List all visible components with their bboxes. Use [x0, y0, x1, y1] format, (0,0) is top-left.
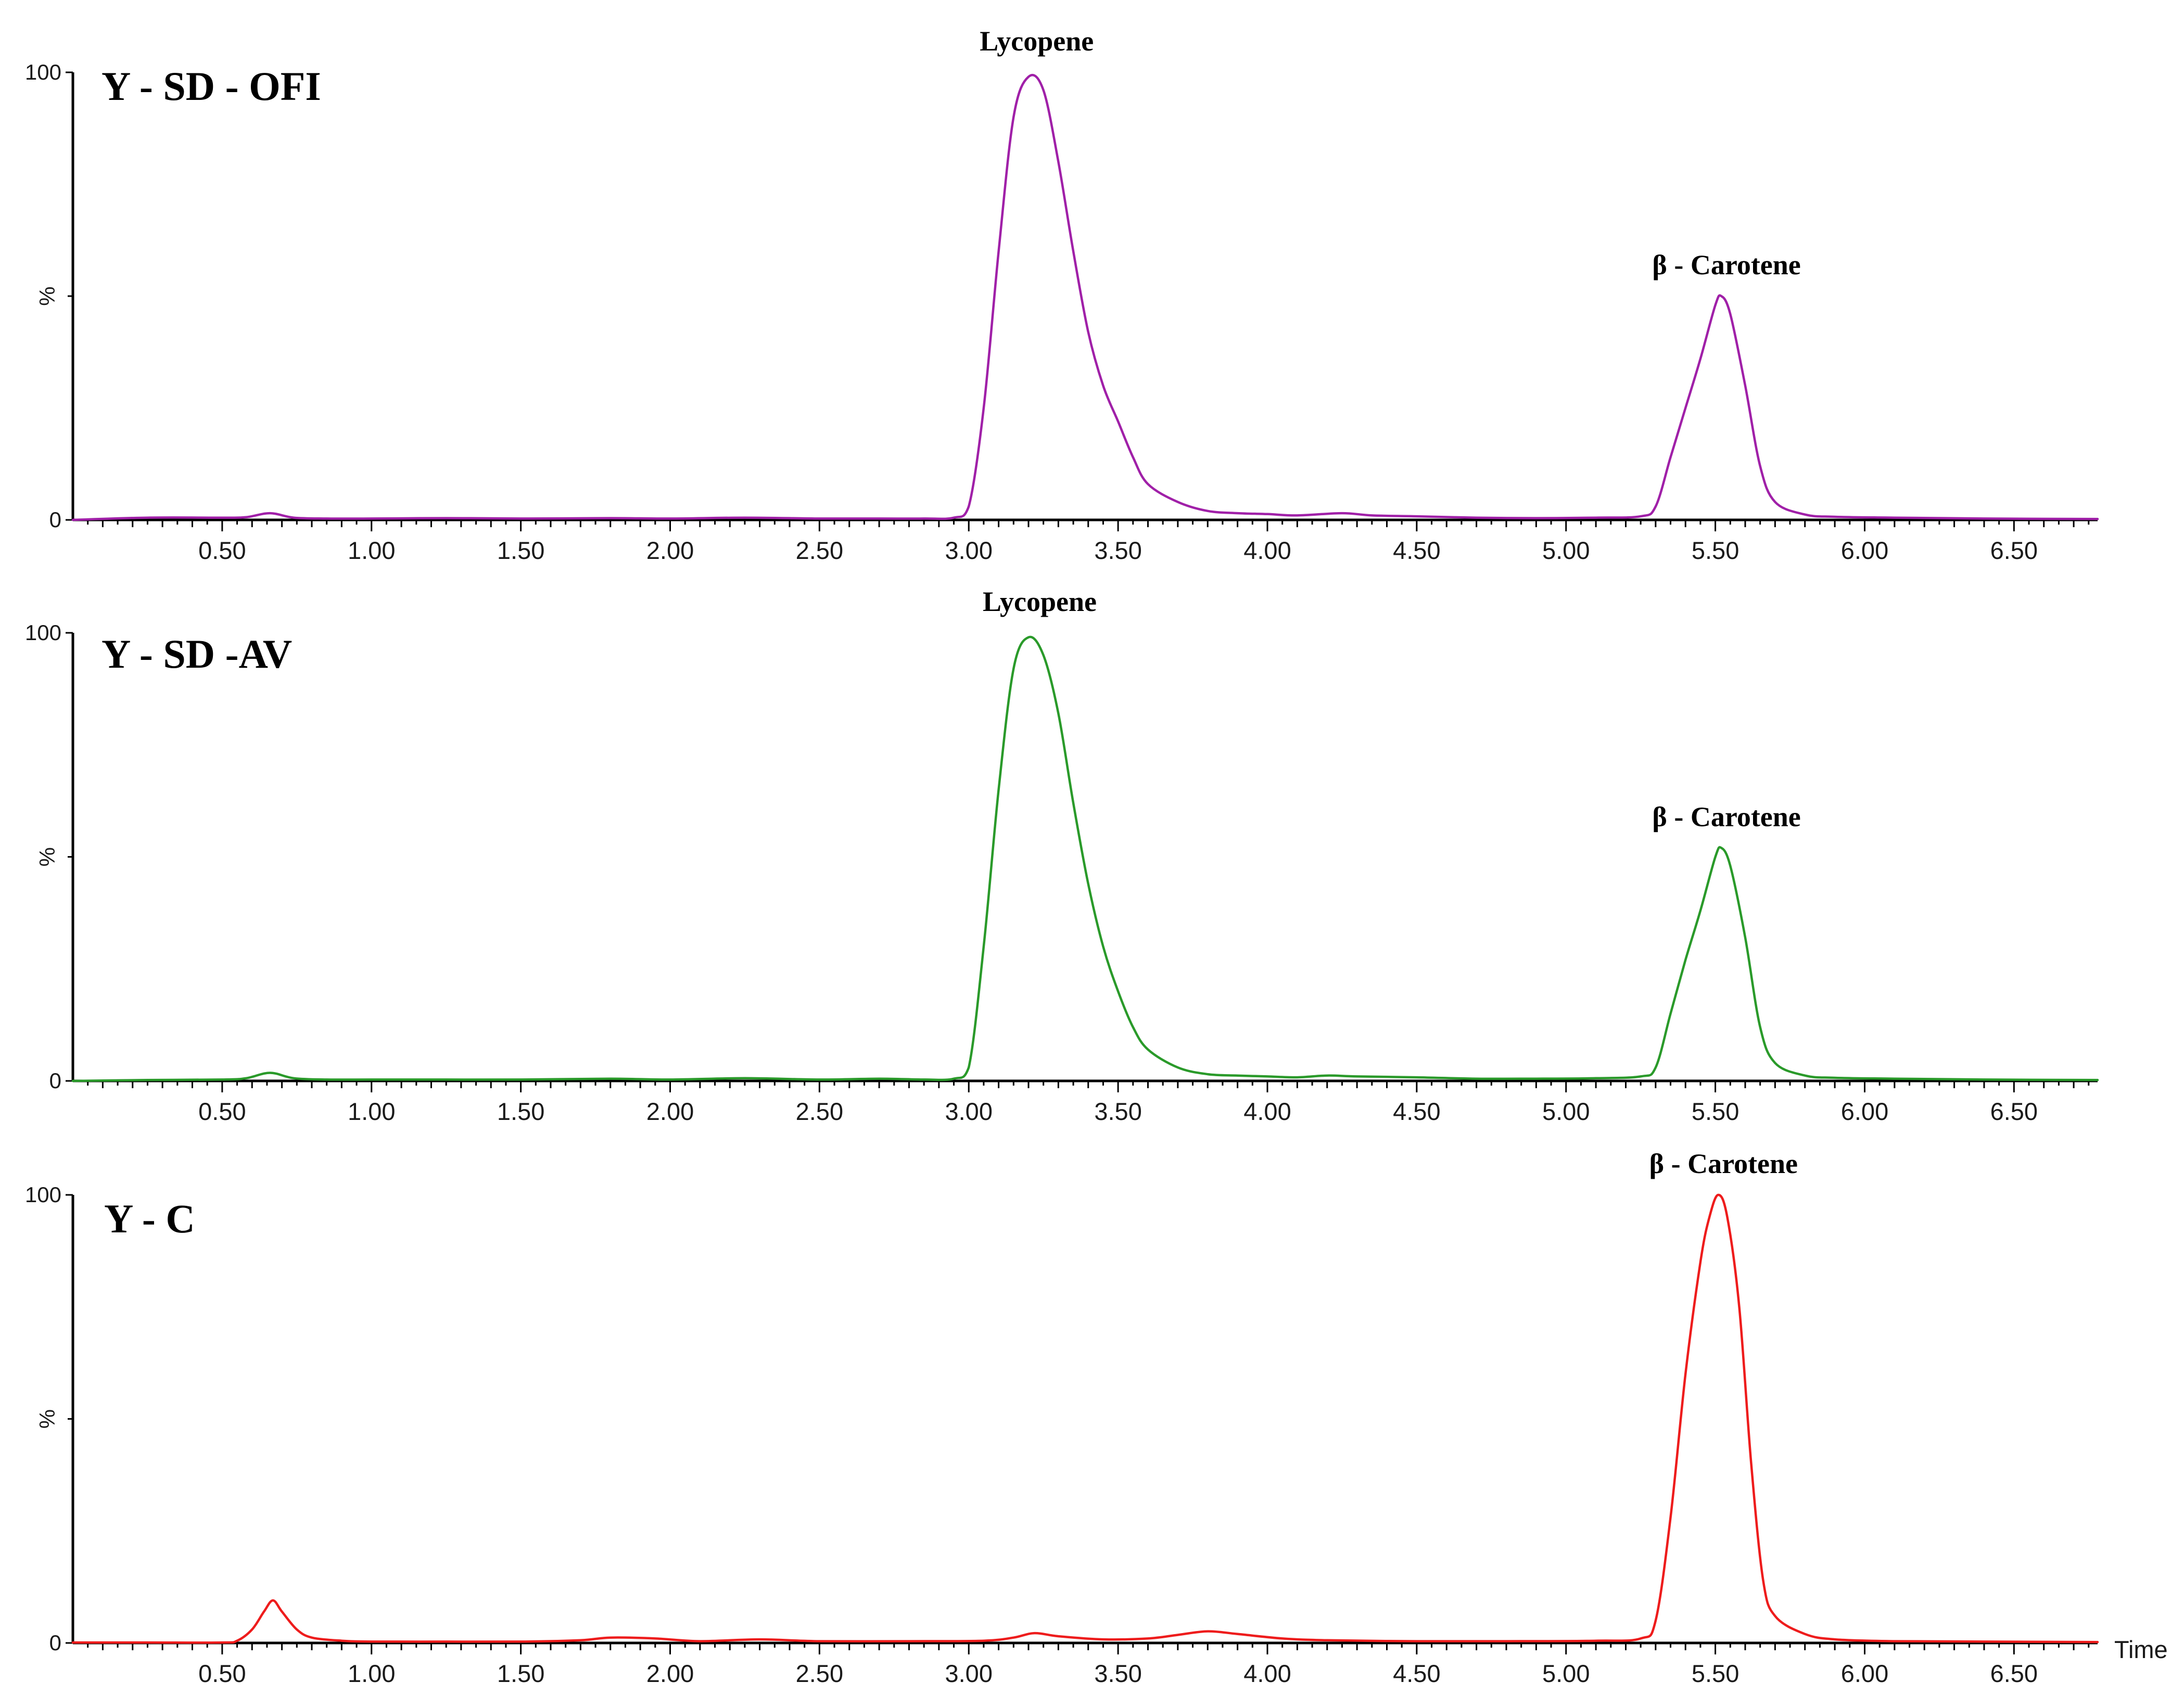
- x-tick-label: 1.00: [348, 1098, 395, 1125]
- y-tick-label-max: 100: [25, 1182, 61, 1207]
- panel-title: Y - SD - OFI: [101, 63, 321, 109]
- x-tick-label: 2.00: [646, 1098, 694, 1125]
- x-tick-label: 2.50: [796, 537, 843, 564]
- y-axis-title: %: [35, 286, 59, 305]
- x-tick-label: 1.00: [348, 537, 395, 564]
- y-tick-label-min: 0: [49, 1630, 61, 1655]
- x-tick-label: 3.50: [1094, 537, 1141, 564]
- peak-label: Lycopene: [983, 586, 1097, 617]
- x-tick-label: 4.00: [1243, 1660, 1291, 1687]
- x-tick-label: 1.50: [497, 537, 544, 564]
- chromatogram-panel-3: 0.50 1.00 1.50 2.00 2.50 3.00 3.50 4.00 4.50 5.00…: [25, 1148, 2168, 1687]
- x-tick-label: 5.50: [1692, 1098, 1739, 1125]
- x-tick-label: 5.00: [1542, 1660, 1590, 1687]
- x-tick-label: 6.00: [1841, 537, 1888, 564]
- x-tick-label: 1.50: [497, 1098, 544, 1125]
- peak-label: β - Carotene: [1652, 249, 1800, 281]
- chromatogram-trace: [71, 1193, 2099, 1644]
- chromatogram-panel-1: 0.50 1.00 1.50 2.00 2.50 3.00 3.50 4.00 4.50 5.00…: [25, 26, 2099, 564]
- panel-title: Y - SD -AV: [101, 631, 292, 677]
- x-tick-label: 2.50: [796, 1098, 843, 1125]
- x-tick-label: 0.50: [198, 1098, 246, 1125]
- x-tick-label: 6.00: [1841, 1660, 1888, 1687]
- chromatogram-trace: [71, 635, 2099, 1082]
- y-axis-title: %: [35, 847, 59, 866]
- x-tick-label: 6.50: [1990, 537, 2038, 564]
- x-tick-label: 1.00: [348, 1660, 395, 1687]
- x-tick-label: 5.50: [1692, 1660, 1739, 1687]
- x-tick-label: 5.00: [1542, 537, 1590, 564]
- peak-label: β - Carotene: [1649, 1148, 1798, 1179]
- x-tick-label: 0.50: [198, 537, 246, 564]
- x-tick-label: 3.00: [945, 1660, 992, 1687]
- x-tick-label: 6.50: [1990, 1098, 2038, 1125]
- x-tick-label: 4.50: [1393, 1660, 1440, 1687]
- x-tick-label: 3.00: [945, 1098, 992, 1125]
- x-tick-label: 4.00: [1243, 537, 1291, 564]
- x-tick-label: 5.00: [1542, 1098, 1590, 1125]
- x-tick-label: 3.50: [1094, 1098, 1141, 1125]
- x-tick-label: 5.50: [1692, 537, 1739, 564]
- x-axis-title: Time: [2114, 1636, 2168, 1663]
- y-tick-label-min: 0: [49, 1068, 61, 1093]
- y-tick-label-max: 100: [25, 620, 61, 645]
- x-tick-label: 4.50: [1393, 537, 1440, 564]
- x-tick-label: 2.00: [646, 537, 694, 564]
- x-tick-label: 6.50: [1990, 1660, 2038, 1687]
- y-axis-title: %: [35, 1409, 59, 1429]
- peak-label: β - Carotene: [1652, 801, 1800, 832]
- y-tick-label-max: 100: [25, 60, 61, 84]
- x-tick-label: 2.00: [646, 1660, 694, 1687]
- x-tick-label: 1.50: [497, 1660, 544, 1687]
- x-tick-label: 4.00: [1243, 1098, 1291, 1125]
- x-tick-label: 3.00: [945, 537, 992, 564]
- panel-title: Y - C: [104, 1196, 195, 1241]
- chromatogram-panel-2: 0.50 1.00 1.50 2.00 2.50 3.00 3.50 4.00 4.50 5.00…: [25, 586, 2099, 1125]
- x-tick-label: 6.00: [1841, 1098, 1888, 1125]
- x-tick-label: 0.50: [198, 1660, 246, 1687]
- x-tick-label: 4.50: [1393, 1098, 1440, 1125]
- y-tick-label-min: 0: [49, 507, 61, 532]
- peak-label: Lycopene: [980, 26, 1094, 57]
- x-tick-label: 3.50: [1094, 1660, 1141, 1687]
- x-tick-label: 2.50: [796, 1660, 843, 1687]
- chromatogram-trace: [71, 73, 2099, 521]
